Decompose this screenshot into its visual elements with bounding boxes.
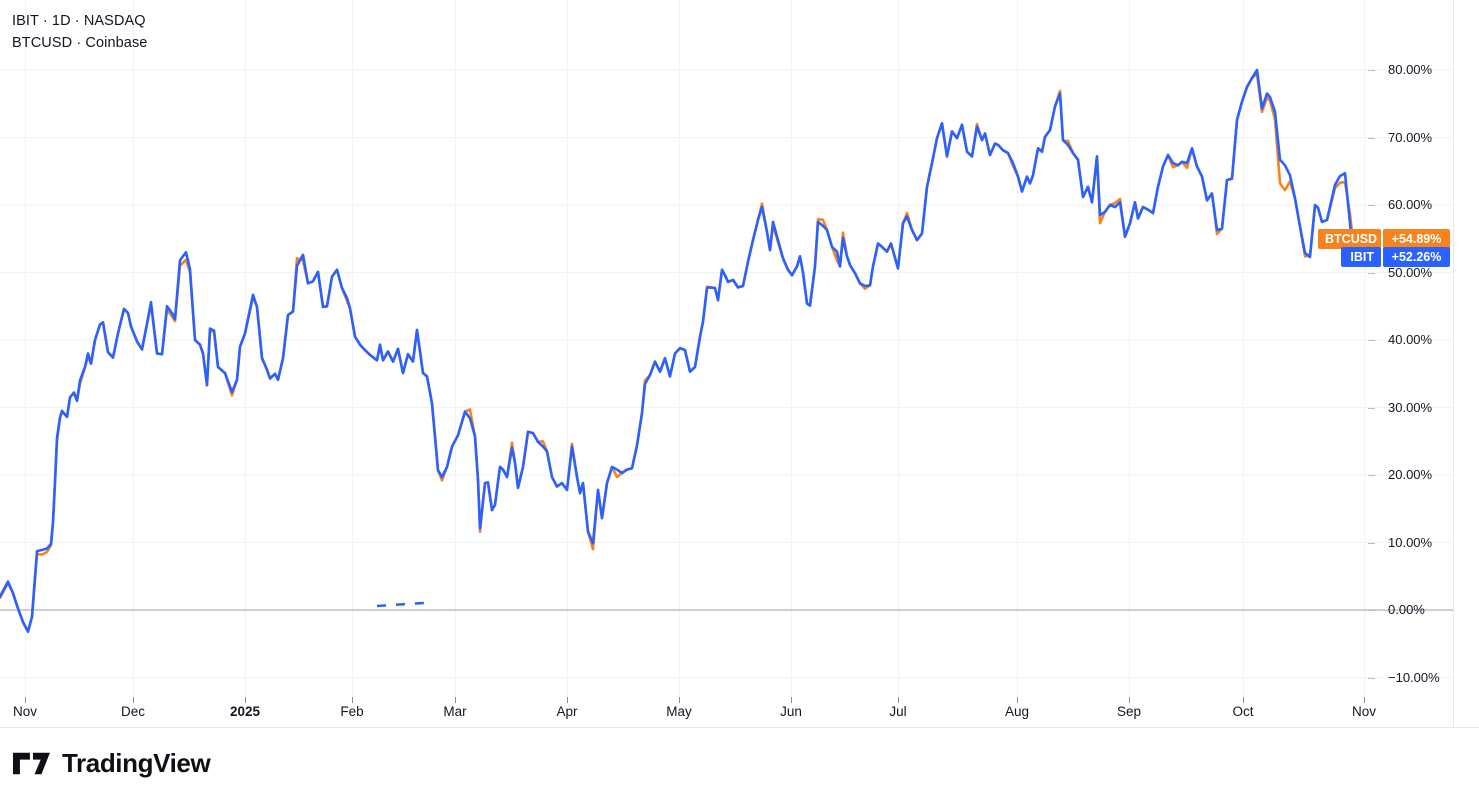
time-axis-label: Aug	[1004, 704, 1030, 719]
time-axis-tick	[1243, 697, 1244, 703]
time-axis-label: Sep	[1116, 704, 1142, 719]
time-axis-label: Apr	[556, 704, 578, 719]
time-axis-label: Jul	[889, 704, 907, 719]
price-axis-label: −10.00%	[1388, 669, 1440, 685]
time-axis-tick	[455, 697, 456, 703]
time-axis[interactable]: Nov Dec 2025 Feb Mar Apr May Jun Jul Aug Sep Oct Nov	[0, 697, 1479, 728]
price-axis-label: 30.00%	[1388, 399, 1433, 415]
ibit-price-label-value: +52.26%	[1383, 247, 1450, 268]
price-axis-tick	[1368, 542, 1375, 544]
price-axis-tick	[1368, 475, 1375, 476]
time-axis-tick	[25, 697, 26, 703]
tradingview-logo-icon	[13, 752, 50, 775]
btcusd-price-label: BTCUSD +54.89%	[1318, 229, 1450, 250]
time-axis-tick	[567, 697, 568, 703]
time-axis-tick	[1017, 697, 1018, 703]
ibit-line	[0, 68, 1355, 633]
time-axis-label: Feb	[340, 704, 364, 719]
ibit-price-label: IBIT +52.26%	[1341, 247, 1450, 268]
time-axis-label: May	[666, 704, 692, 719]
price-axis-label: 60.00%	[1388, 197, 1433, 212]
time-axis-label: Jun	[780, 704, 802, 719]
time-axis-label: 2025	[229, 704, 261, 719]
time-axis-tick	[679, 697, 680, 703]
price-axis-border	[1453, 0, 1454, 728]
legend-row-ibit[interactable]: IBIT · 1D · NASDAQ	[12, 13, 146, 29]
time-axis-tick	[352, 697, 353, 703]
price-axis-tick	[1368, 407, 1375, 409]
btcusd-price-label-symbol: BTCUSD	[1318, 229, 1381, 250]
time-axis-tick	[245, 697, 246, 703]
price-axis-tick	[1368, 340, 1375, 341]
time-axis-tick	[898, 697, 899, 703]
price-axis-label: 20.00%	[1388, 467, 1433, 482]
tradingview-logo[interactable]: TradingView	[13, 748, 211, 779]
time-axis-label: Dec	[120, 704, 146, 719]
time-axis-tick	[1129, 697, 1130, 703]
chart-legend: IBIT · 1D · NASDAQ BTCUSD · Coinbase	[12, 10, 147, 54]
legend-row-btcusd[interactable]: BTCUSD · Coinbase	[12, 35, 148, 51]
time-axis-tick	[791, 697, 792, 703]
price-axis-label: 10.00%	[1388, 534, 1433, 550]
price-axis-tick	[1368, 272, 1375, 274]
time-axis-label: Nov	[12, 704, 38, 719]
price-axis-tick	[1368, 610, 1375, 611]
time-axis-tick	[1364, 697, 1365, 703]
price-axis-label: 70.00%	[1388, 129, 1433, 145]
ibit-price-label-symbol: IBIT	[1341, 247, 1381, 268]
tradingview-logo-text: TradingView	[62, 748, 211, 778]
price-axis-label: 40.00%	[1388, 332, 1433, 347]
time-axis-label: Nov	[1351, 704, 1377, 719]
time-axis-label: Mar	[443, 704, 467, 719]
price-axis-tick	[1368, 677, 1375, 679]
time-axis-tick	[133, 697, 134, 703]
price-axis-tick	[1368, 205, 1375, 206]
btcusd-price-label-value: +54.89%	[1383, 229, 1450, 250]
price-axis-label: 0.00%	[1388, 602, 1425, 617]
price-axis-label: 80.00%	[1388, 62, 1433, 77]
ibit-dashed-segment	[376, 601, 431, 608]
price-axis-tick	[1368, 70, 1375, 71]
price-axis-label: 50.00%	[1388, 264, 1433, 280]
price-axis-tick	[1368, 137, 1375, 139]
time-axis-label: Oct	[1232, 704, 1254, 719]
